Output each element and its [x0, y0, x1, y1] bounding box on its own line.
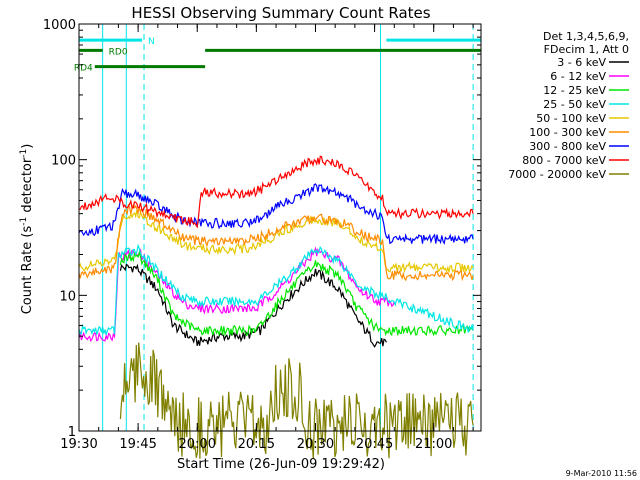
y-axis-label: Count Rate (s-1 detector-1) — [19, 144, 35, 315]
x-tick-labels: 19:30 19:45 20:00 20:15 20:30 20:45 21:00 — [60, 437, 452, 452]
legend-entry-label: 6 - 12 keV — [550, 70, 606, 83]
chart-title: HESSI Observing Summary Count Rates — [131, 4, 430, 22]
legend-entry-label: 100 - 300 keV — [529, 126, 606, 139]
series-line — [119, 263, 387, 348]
series-line — [78, 243, 474, 336]
status-bars: N RD0 RD4 — [74, 37, 481, 74]
plot-frame — [78, 23, 482, 432]
x-tick-label: 20:00 — [179, 437, 216, 452]
y-axis-label-sup: -1 — [19, 217, 29, 226]
x-tick-label: 19:30 — [60, 437, 97, 452]
y-axis-label-sup: -1 — [19, 149, 29, 158]
legend: Det 1,3,4,5,6,9,FDecim 1, Att 03 - 6 keV… — [508, 30, 629, 181]
status-bar-label: RD0 — [109, 47, 128, 57]
plot-area — [102, 24, 474, 431]
y-axis-label-part: ) — [20, 144, 35, 149]
x-axis-label: Start Time (26-Jun-09 19:29:42) — [177, 457, 385, 472]
x-tick-label: 20:30 — [297, 437, 334, 452]
series-line — [119, 250, 474, 337]
series-line — [78, 209, 474, 274]
plot-border — [78, 23, 482, 432]
status-bar-label: N — [148, 37, 155, 47]
x-tick-label: 20:15 — [238, 437, 275, 452]
timestamp-label: 9-Mar-2010 11:56 — [566, 469, 637, 478]
x-tick-label: 21:00 — [415, 437, 452, 452]
legend-entry-label: 800 - 7000 keV — [522, 154, 606, 167]
y-axis-label-part: detector — [20, 157, 35, 217]
legend-entry-label: 25 - 50 keV — [543, 98, 606, 111]
legend-entry-label: 50 - 100 keV — [536, 112, 606, 125]
y-axis-label-part: Count Rate (s — [20, 226, 35, 315]
x-tick-label: 19:45 — [119, 437, 156, 452]
series-line — [78, 183, 474, 246]
series-line — [78, 203, 474, 282]
legend-header: FDecim 1, Att 0 — [544, 43, 629, 56]
legend-header: Det 1,3,4,5,6,9, — [543, 30, 629, 43]
legend-entry-label: 7000 - 20000 keV — [508, 168, 606, 181]
y-tick-label: 1 — [68, 425, 76, 440]
legend-entry-label: 3 - 6 keV — [557, 56, 606, 69]
legend-entry-label: 12 - 25 keV — [543, 84, 606, 97]
status-bar-label: RD4 — [74, 64, 93, 74]
x-tick-label: 20:45 — [356, 437, 393, 452]
y-tick-label: 10 — [59, 289, 76, 304]
series-line — [78, 155, 474, 229]
series-line — [119, 342, 474, 460]
y-tick-label: 100 — [51, 154, 76, 169]
legend-entry-label: 300 - 800 keV — [529, 140, 606, 153]
series-group — [78, 155, 474, 460]
y-tick-labels: 1 10 100 1000 — [43, 18, 76, 440]
y-tick-label: 1000 — [43, 18, 76, 33]
